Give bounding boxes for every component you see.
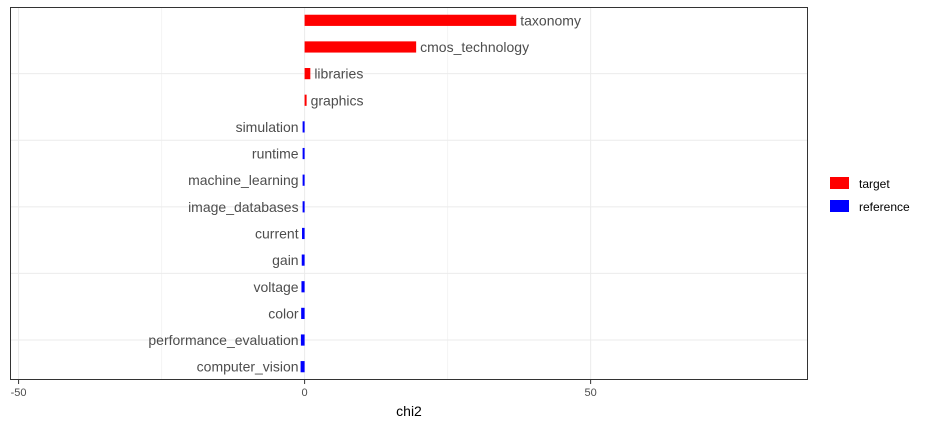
- bar-label: voltage: [253, 279, 298, 295]
- legend-key-target: [830, 177, 849, 189]
- bar-computer-vision: [300, 361, 305, 373]
- legend-label: target: [859, 177, 890, 191]
- legend: target reference: [830, 177, 910, 214]
- bar-label: runtime: [252, 146, 299, 162]
- bar-taxonomy: [304, 14, 517, 26]
- bar-label: current: [255, 225, 299, 241]
- bar-simulation: [302, 121, 305, 133]
- bar-color: [301, 307, 305, 319]
- x-tick-label: -50: [11, 387, 27, 399]
- bars-group: [300, 14, 517, 373]
- bar-label: taxonomy: [520, 12, 581, 28]
- bar-voltage: [301, 281, 305, 293]
- bar-gain: [301, 254, 305, 266]
- bar-label: color: [268, 305, 299, 321]
- legend-key-reference: [830, 200, 849, 212]
- plot-panel: [10, 7, 808, 380]
- bar-label: image_databases: [188, 199, 299, 215]
- bar-machine-learning: [302, 174, 305, 186]
- bar-current: [302, 227, 305, 240]
- bar-label: performance_evaluation: [148, 332, 298, 348]
- x-tick-label: 50: [584, 387, 596, 399]
- legend-label: reference: [859, 200, 910, 214]
- bar-label: libraries: [314, 66, 363, 82]
- x-tick-label: 0: [302, 387, 308, 399]
- bar-performance-evaluation: [300, 334, 305, 346]
- bar-libraries: [304, 68, 311, 80]
- plot-border: [10, 7, 808, 380]
- bar-label: computer_vision: [197, 359, 299, 375]
- bar-cmos-technology: [304, 41, 417, 53]
- bar-label: simulation: [236, 119, 299, 135]
- bar-label: cmos_technology: [420, 39, 529, 55]
- bar-image-databases: [302, 201, 305, 213]
- x-axis: -50 0 50: [11, 380, 597, 399]
- bar-graphics: [304, 94, 307, 106]
- bar-runtime: [302, 147, 305, 160]
- x-axis-title: chi2: [396, 403, 422, 419]
- bar-labels-group: taxonomy cmos_technology libraries graphics…: [148, 12, 581, 374]
- bar-label: graphics: [311, 92, 364, 108]
- bar-label: gain: [272, 252, 298, 268]
- bar-label: machine_learning: [188, 172, 299, 188]
